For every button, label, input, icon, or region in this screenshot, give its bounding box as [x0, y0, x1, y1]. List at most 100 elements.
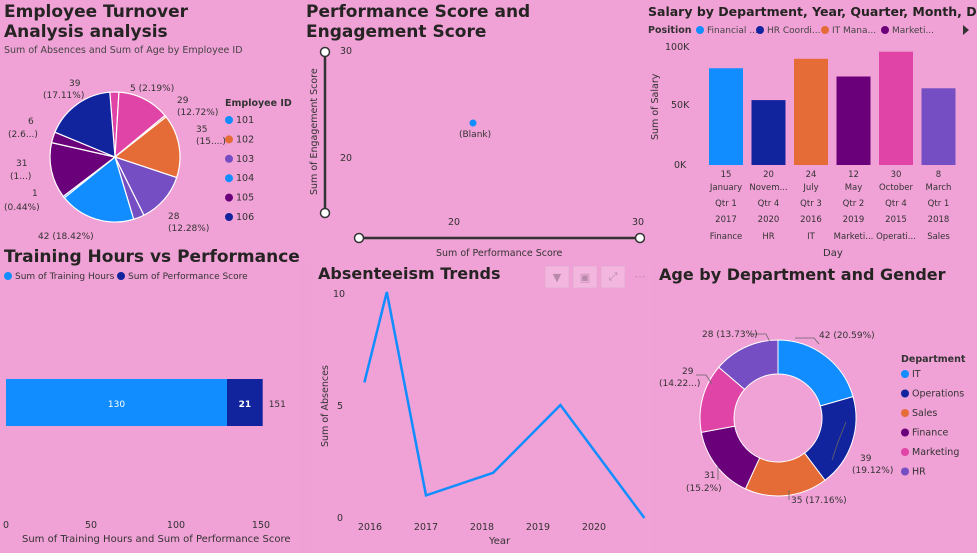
turnover-pie-chart[interactable]: 5 (2.19%) 29 (12.72%) 35 (15....) 28 (12…: [0, 0, 300, 243]
pie1-legend-swatch-101: [225, 116, 233, 124]
salary-bar-3[interactable]: [836, 76, 871, 166]
pie1-legend-106[interactable]: 106: [236, 212, 254, 223]
donut-pct-finance: (15.2%): [686, 484, 722, 494]
salary-xlabel-year-1: 2020: [758, 215, 780, 225]
training-xtick-150: 150: [252, 520, 270, 531]
salary-xlabel-dept-4: Operati...: [876, 232, 916, 242]
salary-ytick-50k: 50K: [671, 100, 690, 111]
training-bar-chart[interactable]: Sum of Training Hours Sum of Performance…: [0, 245, 300, 553]
pie1-legend-swatch-104: [225, 174, 233, 183]
pie1-label-39: 39: [69, 79, 81, 89]
salary-xlabel-month-1: Novem...: [749, 183, 787, 193]
salary-bar-5[interactable]: [921, 88, 956, 165]
donut-leader-operations: [831, 421, 847, 461]
scatter-chart[interactable]: Sum of Engagement Score 30 20 (Blank) 20…: [302, 0, 646, 262]
expand-icon[interactable]: ⤢: [601, 266, 625, 288]
absenteeism-line-chart[interactable]: Sum of Absences 10 5 0 2016 2017 2018 2019 2…: [313, 262, 654, 553]
donut-legend-it[interactable]: IT: [912, 369, 921, 380]
donut-label-marketing: 29: [682, 367, 694, 377]
donut-pct-operations: (19.12%): [852, 466, 893, 476]
donut-legend-sales[interactable]: Sales: [912, 408, 937, 419]
pie1-slice-8[interactable]: [49, 141, 117, 198]
salary-bar-0[interactable]: [709, 68, 743, 165]
salary-bar-2[interactable]: [794, 58, 828, 165]
pie1-label-1: 1: [32, 189, 38, 199]
salary-xlabel-quarter-0: Qtr 1: [715, 199, 737, 209]
salary-legend-3[interactable]: Marketi...: [892, 26, 934, 36]
donut-legend-swatch-finance: [901, 428, 909, 437]
absenteeism-line[interactable]: [363, 291, 646, 519]
salary-xlabel-year-4: 2015: [885, 215, 907, 225]
salary-bar-1[interactable]: [751, 100, 786, 165]
pie1-label-29: 29: [177, 96, 189, 106]
donut-legend-swatch-marketing: [901, 448, 909, 456]
salary-ytick-100k: 100K: [665, 42, 690, 53]
pie1-pct-28: (12.28%): [168, 224, 209, 234]
pie1-legend-title: Employee ID: [225, 98, 292, 109]
pie1-legend-105[interactable]: 105: [236, 193, 254, 204]
donut-slice-hr[interactable]: [718, 339, 779, 391]
legend-next-icon[interactable]: [963, 25, 969, 35]
pie1-slice-10[interactable]: [54, 91, 116, 158]
abs-xtick-2016: 2016: [358, 522, 382, 533]
donut-legend-swatch-it: [901, 370, 909, 378]
donut-slice-it[interactable]: [777, 339, 854, 407]
age-department-panel: Age by Department and Gender 42 (20.59%)…: [656, 262, 977, 553]
abs-ytick-10: 10: [333, 289, 345, 300]
salary-xlabel-year-0: 2017: [715, 215, 737, 225]
salary-bar-chart[interactable]: Position Financial ... HR Coordi... IT Man…: [645, 0, 977, 262]
scatter-y-slider-top-handle[interactable]: [319, 46, 331, 58]
absenteeism-panel: Absenteeism Trends ▼ ▣ ⤢ ⋯ Sum of Absenc…: [313, 262, 654, 553]
donut-legend-finance[interactable]: Finance: [912, 428, 948, 439]
age-donut-chart[interactable]: 42 (20.59%) 39 (19.12%) 35 (17.16%) 31 (…: [656, 262, 977, 553]
pie1-pct-1: (0.44%): [4, 203, 40, 213]
donut-leader-it: [795, 337, 820, 345]
turnover-title: Employee Turnover Analysis analysis: [4, 2, 189, 42]
salary-legend-0[interactable]: Financial ...: [707, 26, 758, 36]
scatter-x-slider-left-handle[interactable]: [353, 232, 365, 244]
scatter-x-slider-right-handle[interactable]: [634, 232, 646, 244]
performance-score-bar[interactable]: [227, 379, 263, 426]
scatter-point-blank[interactable]: [469, 119, 477, 127]
training-xlabel: Sum of Training Hours and Sum of Perform…: [22, 534, 291, 545]
visual-header-icons: ▼ ▣ ⤢ ⋯: [545, 266, 651, 288]
donut-legend-title: Department: [901, 354, 966, 365]
salary-legend-1[interactable]: HR Coordi...: [767, 26, 821, 36]
donut-label-finance: 31: [704, 471, 715, 481]
salary-legend-swatch-0: [696, 26, 704, 34]
pie1-legend-103[interactable]: 103: [236, 154, 254, 165]
training-hours-bar[interactable]: [6, 379, 227, 426]
filter-icon[interactable]: ▼: [545, 266, 569, 288]
pie1-label-35: 35: [196, 125, 207, 135]
pie1-label-42: 42 (18.42%): [38, 232, 94, 242]
pie1-legend-102[interactable]: 102: [236, 134, 254, 145]
salary-legend-title: Position: [648, 25, 692, 36]
donut-legend-hr[interactable]: HR: [912, 467, 926, 478]
focus-mode-icon[interactable]: ▣: [573, 266, 597, 288]
donut-legend-marketing[interactable]: Marketing: [912, 447, 959, 458]
legend-swatch-training: [4, 272, 12, 280]
training-title: Training Hours vs Performance: [4, 247, 300, 267]
pie1-legend-104[interactable]: 104: [236, 173, 254, 184]
salary-xlabel-quarter-2: Qtr 3: [800, 199, 822, 209]
salary-legend-swatch-1: [756, 26, 764, 34]
salary-ylabel: Sum of Salary: [650, 73, 661, 140]
donut-legend-swatch-operations: [901, 389, 909, 398]
scatter-y-slider-bottom-handle[interactable]: [319, 207, 331, 219]
salary-xlabel-dept-2: IT: [807, 232, 816, 242]
scatter-title: Performance Score and Engagement Score: [306, 2, 531, 42]
salary-bar-4[interactable]: [879, 51, 913, 165]
donut-label-sales: 35 (17.16%): [791, 496, 847, 506]
more-options-icon[interactable]: ⋯: [634, 269, 646, 283]
donut-legend-operations[interactable]: Operations: [912, 389, 964, 400]
pie1-slice-6[interactable]: [63, 155, 135, 223]
turnover-subtitle: Sum of Absences and Sum of Age by Employ…: [4, 45, 243, 56]
salary-legend-2[interactable]: IT Mana...: [832, 26, 876, 36]
salary-xlabel-dept-3: Marketi...: [834, 232, 874, 242]
pie1-label-31: 31: [16, 159, 27, 169]
salary-xlabel-dept-1: HR: [762, 232, 774, 242]
absenteeism-ylabel: Sum of Absences: [320, 365, 331, 447]
pie1-label-5: 5 (2.19%): [130, 84, 174, 94]
pie1-legend-101[interactable]: 101: [236, 115, 254, 126]
pie1-legend-swatch-102: [225, 135, 233, 144]
